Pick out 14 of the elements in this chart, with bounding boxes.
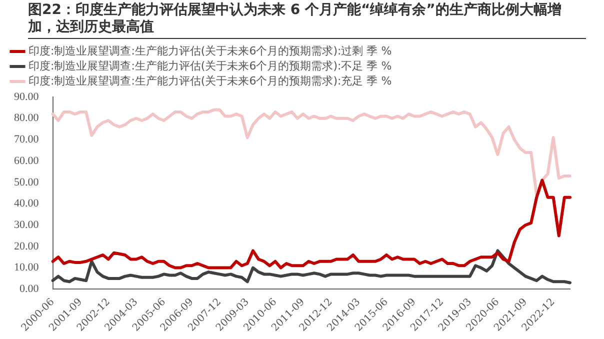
y-tick-label: 20.00: [14, 240, 40, 252]
y-tick-label: 80.00: [14, 112, 40, 124]
y-tick-label: 60.00: [14, 154, 40, 167]
y-tick-label: 70.00: [14, 134, 40, 146]
legend-label: 印度:制造业展望调查:生产能力评估(关于未来6个月的预期需求):过剩 季 %: [28, 44, 392, 58]
y-tick-label: 30.00: [14, 218, 40, 231]
legend-label: 印度:制造业展望调查:生产能力评估(关于未来6个月的预期需求):不足 季 %: [28, 59, 392, 72]
y-tick-label: 90.00: [14, 90, 40, 103]
y-tick-label: 0.00: [20, 283, 40, 296]
chart-title: 图22：印度生产能力评估展望中认为未来 6 个月产能“绰绰有余”的生产商比例大幅增加，达到历史最高值: [28, 2, 586, 39]
y-tick-label: 50.00: [14, 176, 40, 188]
y-tick-label: 40.00: [14, 198, 40, 210]
y-tick-label: 10.00: [14, 262, 40, 274]
legend-label: 印度:制造业展望调查:生产能力评估(关于未来6个月的预期需求):充足 季 %: [28, 74, 392, 88]
